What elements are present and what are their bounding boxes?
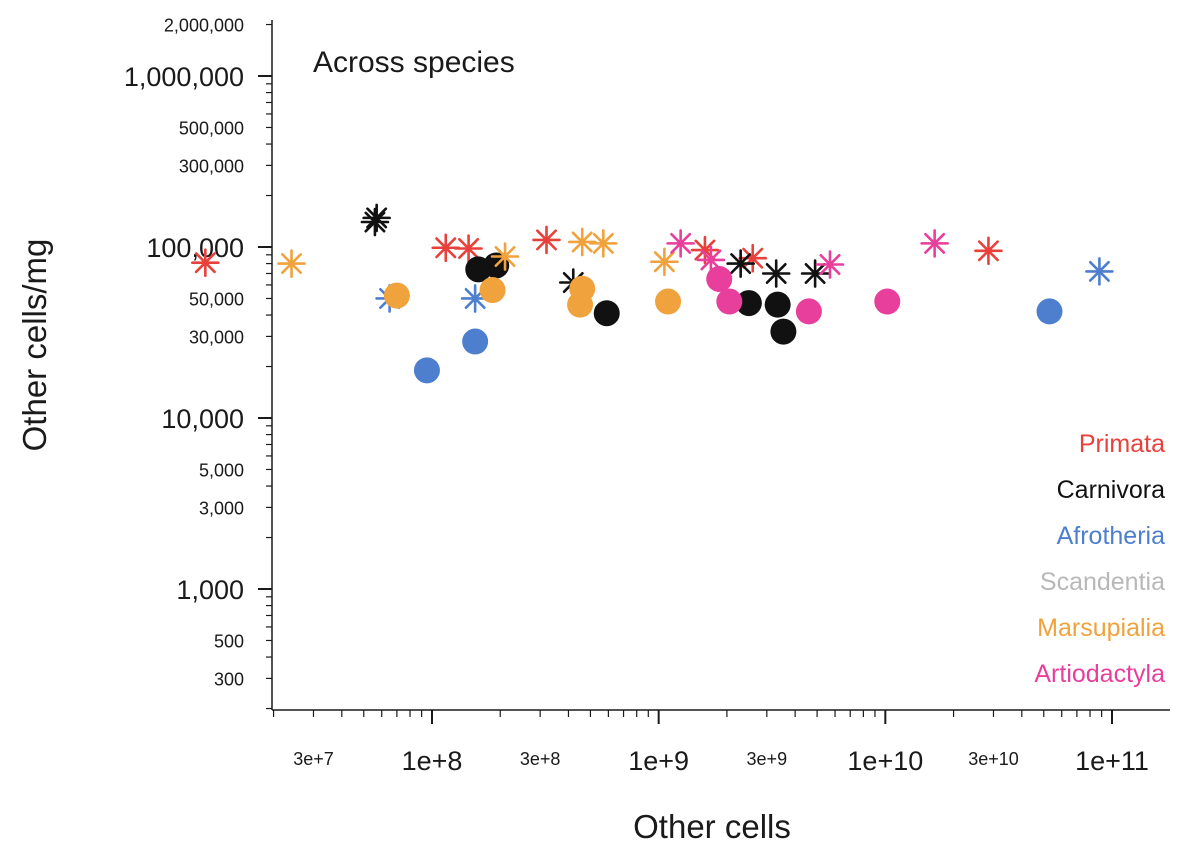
asterisk-point-artiodactyla <box>815 250 845 279</box>
axes <box>271 20 1170 711</box>
x-axis-title: Other cells <box>633 808 791 845</box>
asterisk-point-primata <box>738 243 768 273</box>
chart-annotation: Across species <box>313 46 515 79</box>
dot-point-marsupialia <box>383 282 410 309</box>
y-tick-label: 500,000 <box>179 118 244 138</box>
axis-ticks: 300 500 1,000 3,000 5,000 10,000 30,000 50,000 1… <box>124 16 1149 776</box>
y-axis-title: Other cells/mg <box>16 239 53 452</box>
asterisk-point-primata <box>532 225 561 255</box>
y-tick-label: 10,000 <box>161 404 244 434</box>
asterisk-point-marsupialia <box>277 249 306 278</box>
dot-point-afrotheria <box>1036 298 1063 325</box>
asterisk-point-artiodactyla <box>920 229 949 258</box>
asterisk-point-artiodactyla <box>666 229 695 258</box>
legend-label-afrotheria: Afrotheria <box>1057 522 1165 550</box>
x-tick-label: 1e+10 <box>847 746 923 776</box>
asterisk-point-primata <box>974 236 1003 266</box>
dot-point-carnivora <box>593 300 620 327</box>
y-tick-label: 5,000 <box>199 460 244 480</box>
legend-label-marsupialia: Marsupialia <box>1037 614 1165 642</box>
legend-label-scandentia: Scandentia <box>1040 568 1165 596</box>
dot-point-marsupialia <box>479 277 506 304</box>
dot-point-marsupialia <box>655 288 682 315</box>
asterisk-point-artiodactyla <box>696 245 726 275</box>
asterisk-point-marsupialia <box>567 227 597 257</box>
dot-point-carnivora <box>764 291 791 318</box>
legend-label-artiodactyla: Artiodactyla <box>1034 660 1165 688</box>
y-tick-label: 1,000,000 <box>124 62 244 92</box>
asterisk-point-afrotheria <box>1085 257 1114 286</box>
y-tick-label: 50,000 <box>189 289 244 309</box>
y-tick-label: 1,000 <box>176 575 244 605</box>
dot-point-artiodactyla <box>795 298 822 325</box>
dot-point-afrotheria <box>413 357 440 384</box>
dot-point-artiodactyla <box>874 288 901 315</box>
x-tick-label: 3e+7 <box>293 749 334 769</box>
asterisk-point-primata <box>431 233 461 263</box>
y-tick-label: 500 <box>214 631 244 651</box>
y-tick-label: 300,000 <box>179 156 244 176</box>
asterisk-point-carnivora <box>726 249 755 278</box>
dot-point-artiodactyla <box>706 265 733 292</box>
x-tick-label: 1e+8 <box>402 746 463 776</box>
dot-point-marsupialia <box>567 291 594 318</box>
dot-point-artiodactyla <box>716 288 743 315</box>
asterisk-point-carnivora <box>360 207 390 237</box>
legend-label-carnivora: Carnivora <box>1057 476 1165 504</box>
asterisk-point-carnivora <box>761 259 791 288</box>
x-tick-label: 3e+10 <box>968 749 1019 769</box>
dot-point-carnivora <box>770 318 797 345</box>
y-tick-label: 100,000 <box>146 233 244 263</box>
asterisk-point-primata <box>454 234 483 263</box>
legend-label-primata: Primata <box>1079 430 1165 458</box>
asterisk-point-primata <box>191 248 220 277</box>
y-tick-label: 30,000 <box>189 327 244 347</box>
legend: Primata Carnivora Afrotheria Scandentia Mars… <box>1034 430 1165 688</box>
x-tick-label: 3e+9 <box>747 749 788 769</box>
x-tick-label: 3e+8 <box>520 749 561 769</box>
dot-point-carnivora <box>735 290 762 317</box>
dot-point-afrotheria <box>462 328 489 355</box>
asterisk-point-carnivora <box>800 259 830 288</box>
asterisk-point-carnivora <box>362 203 391 233</box>
y-tick-label: 2,000,000 <box>164 16 244 36</box>
asterisk-point-marsupialia <box>589 229 618 258</box>
asterisk-point-marsupialia <box>490 242 520 271</box>
x-tick-label: 1e+9 <box>628 746 689 776</box>
y-tick-label: 3,000 <box>199 498 244 518</box>
y-tick-label: 300 <box>214 669 244 689</box>
x-tick-label: 1e+11 <box>1075 746 1149 776</box>
asterisk-point-marsupialia <box>650 247 679 277</box>
data-points <box>191 203 1114 384</box>
